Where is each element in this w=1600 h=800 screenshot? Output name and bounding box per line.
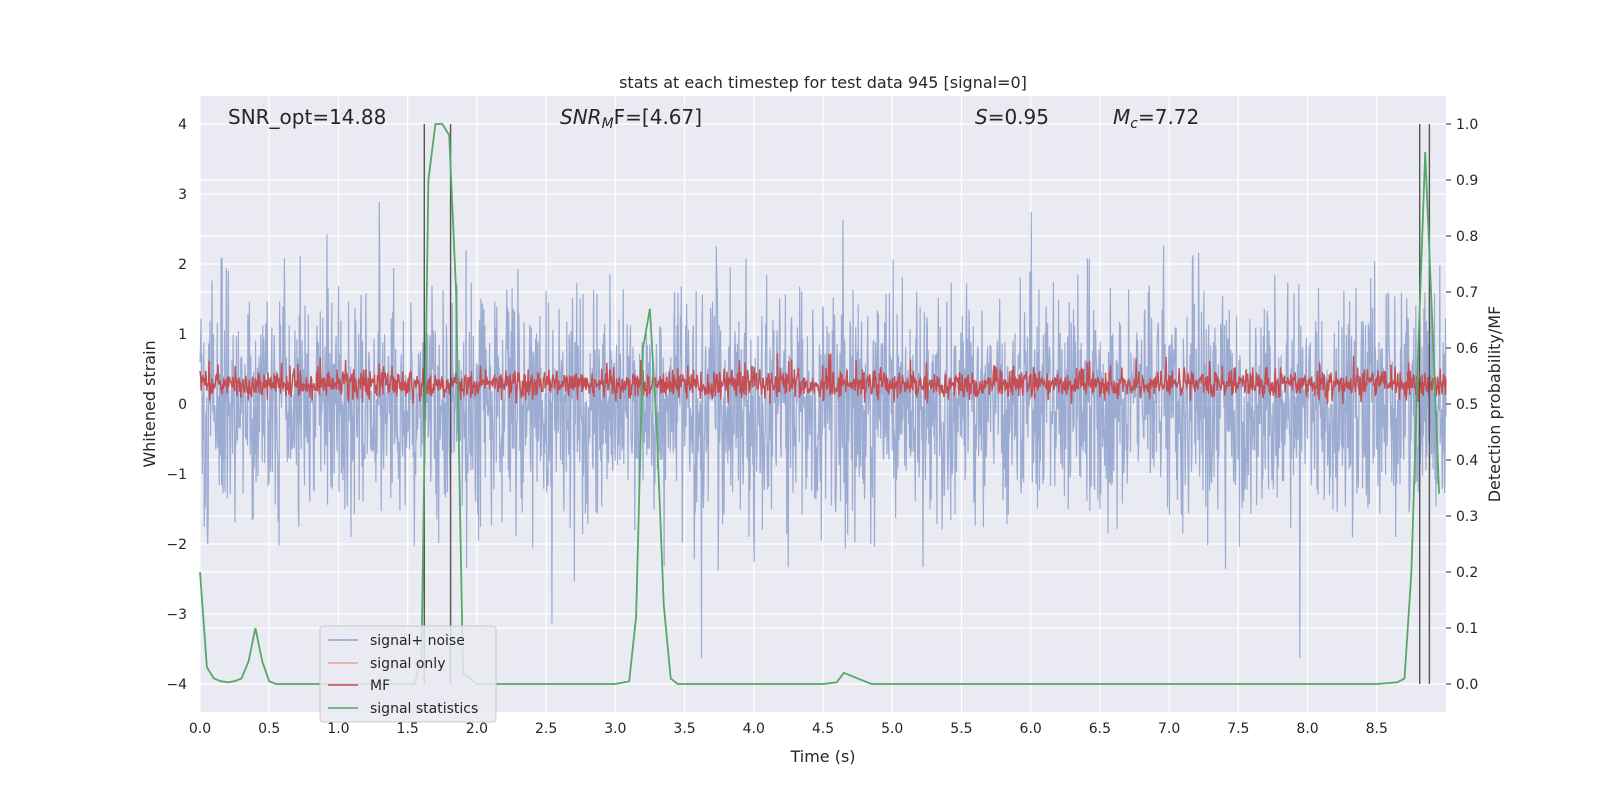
line-mf bbox=[199, 353, 1447, 405]
legend-label-mf: MF bbox=[370, 678, 390, 694]
x-tick-label: 8.0 bbox=[1296, 721, 1318, 737]
x-tick-label: 3.5 bbox=[673, 721, 695, 737]
y-tick-label: 4 bbox=[178, 117, 187, 133]
legend-box bbox=[319, 625, 497, 723]
x-tick-label: 0.5 bbox=[258, 721, 280, 737]
x-tick-label: 2.0 bbox=[466, 721, 488, 737]
y-right-tick-label: 0.7 bbox=[1456, 285, 1478, 301]
snr-mf-sub: M bbox=[602, 116, 614, 132]
y-tick-label: −1 bbox=[166, 467, 187, 483]
y-right-tick-label: 0.0 bbox=[1456, 677, 1478, 693]
y-right-tick-label: 0.2 bbox=[1456, 565, 1478, 581]
x-tick-label: 5.0 bbox=[881, 721, 903, 737]
legend-label-signal-only: signal only bbox=[370, 656, 445, 672]
x-tick-label: 1.0 bbox=[327, 721, 349, 737]
snr-mf-rest: F=[4.67] bbox=[614, 105, 702, 129]
y-right-tick-label: 0.8 bbox=[1456, 229, 1478, 245]
x-tick-label: 4.0 bbox=[743, 721, 765, 737]
y-tick-label: 3 bbox=[178, 187, 187, 203]
annotation-snr-opt: SNR_opt=14.88 bbox=[228, 105, 386, 129]
x-tick-label: 7.0 bbox=[1158, 721, 1180, 737]
annotation-s: S=0.95 bbox=[975, 105, 1049, 129]
y-axis-label: Whitened strain bbox=[140, 340, 159, 467]
x-tick-label: 3.0 bbox=[604, 721, 626, 737]
y-tick-label: 1 bbox=[178, 327, 187, 343]
s-val: =0.95 bbox=[988, 105, 1049, 129]
y-tick-label: 2 bbox=[178, 257, 187, 273]
x-tick-label: 2.5 bbox=[535, 721, 557, 737]
y-tick-labels: 4 3 2 1 0 −1 −2 −3 −4 bbox=[166, 117, 187, 693]
y-right-tick-label: 0.6 bbox=[1456, 341, 1478, 357]
x-axis-label: Time (s) bbox=[789, 747, 855, 766]
x-tick-labels: 0.0 0.5 1.0 1.5 2.0 2.5 3.0 3.5 4.0 4.5 5.0 5.5 6.0 6… bbox=[189, 721, 1388, 737]
y-right-tick-labels: 1.0 0.9 0.8 0.7 0.6 0.5 0.4 0.3 0.2 0.1 0.0 bbox=[1446, 117, 1478, 693]
x-tick-label: 0.0 bbox=[189, 721, 211, 737]
series-mf bbox=[199, 353, 1447, 405]
line-signal-noise bbox=[199, 201, 1447, 659]
x-tick-label: 8.5 bbox=[1366, 721, 1388, 737]
y-tick-label: −3 bbox=[166, 607, 187, 623]
y-right-tick-label: 0.3 bbox=[1456, 509, 1478, 525]
s-var: S bbox=[975, 105, 988, 129]
mc-var: M bbox=[1113, 105, 1130, 129]
y-tick-label: 0 bbox=[178, 397, 187, 413]
y-right-tick-label: 0.9 bbox=[1456, 173, 1478, 189]
y-right-axis-label: Detection probability/MF bbox=[1485, 306, 1504, 503]
x-tick-label: 5.5 bbox=[950, 721, 972, 737]
mc-val: =7.72 bbox=[1138, 105, 1199, 129]
y-right-tick-label: 0.1 bbox=[1456, 621, 1478, 637]
x-tick-label: 6.5 bbox=[1089, 721, 1111, 737]
y-right-tick-label: 0.5 bbox=[1456, 397, 1478, 413]
legend: signal+ noise signal only MF signal stat… bbox=[319, 625, 497, 723]
legend-label-signal-noise: signal+ noise bbox=[370, 633, 465, 649]
y-tick-label: −2 bbox=[166, 537, 187, 553]
y-right-tick-label: 0.4 bbox=[1456, 453, 1478, 469]
y-right-tick-label: 1.0 bbox=[1456, 117, 1478, 133]
annotation-mc: Mc=7.72 bbox=[1113, 105, 1199, 132]
x-tick-label: 6.0 bbox=[1020, 721, 1042, 737]
series-signal-noise bbox=[199, 201, 1447, 659]
legend-label-signal-statistics: signal statistics bbox=[370, 701, 478, 717]
y-tick-label: −4 bbox=[166, 677, 187, 693]
snr-mf-main: SNR bbox=[560, 105, 602, 129]
x-tick-label: 4.5 bbox=[812, 721, 834, 737]
mc-sub: c bbox=[1130, 116, 1138, 132]
x-tick-label: 7.5 bbox=[1227, 721, 1249, 737]
x-tick-label: 1.5 bbox=[397, 721, 419, 737]
annotation-snr-mf: SNRMF=[4.67] bbox=[560, 105, 702, 132]
chart-title: stats at each timestep for test data 945… bbox=[619, 73, 1027, 92]
